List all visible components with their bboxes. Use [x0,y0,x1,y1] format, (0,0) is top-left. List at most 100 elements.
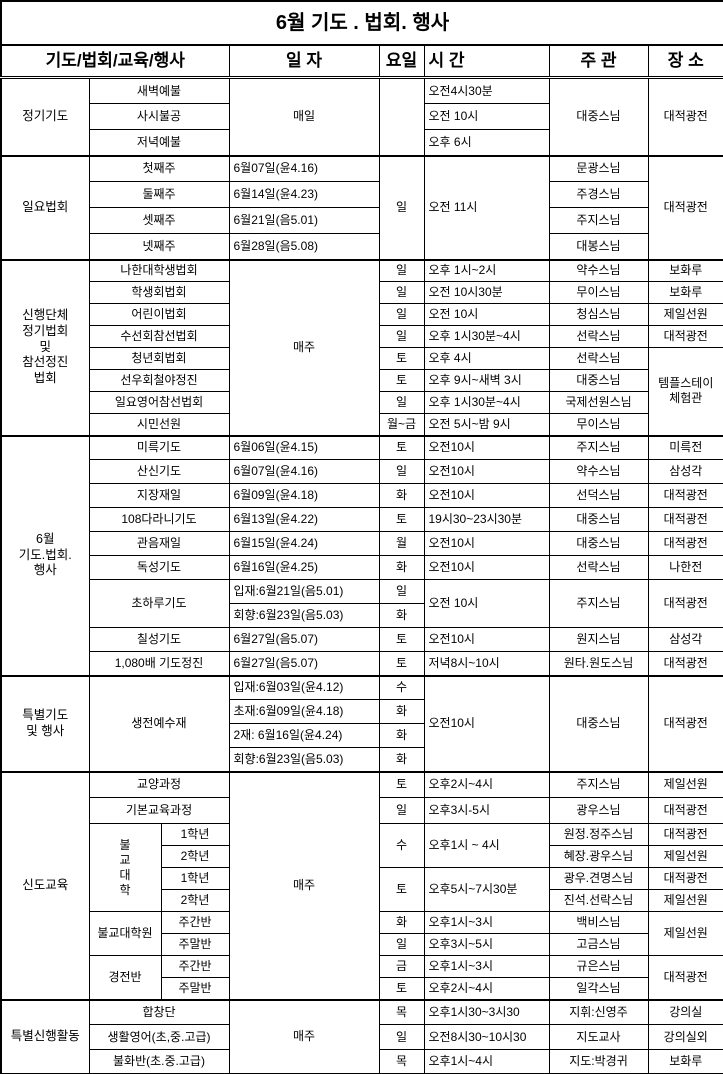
date-cell: 6월13일(윤4.22) [228,507,380,532]
item-cell: 108다라니기도 [88,507,230,532]
table-row: 특별기도 및 행사 생전예수재 입재:6월03일(윤4.12) 수 오전10시 … [0,674,723,772]
item-sub-cell: 주말반 [160,977,230,1000]
table-row: 불화반(초.중.고급) 목 오후1시~4시 지도:박경귀 보화루 [1,1049,723,1074]
day-cell: 토 [378,977,425,1000]
day-cell: 일 [378,325,425,348]
time-cell: 오전4시30분 [423,76,550,104]
organizer-cell: 원정.정주스님 [548,823,649,846]
item-cell: 일요영어참선법회 [88,391,230,414]
day-cell: 수 [378,823,425,868]
table-row: 수선회참선법회 일 오후 1시30분~4시 선락스님 대적광전 [1,325,723,348]
item-cell: 산신기도 [88,459,230,484]
organizer-cell: 선락스님 [548,555,649,580]
organizer-cell: 선락스님 [548,325,649,348]
organizer-cell: 진석.선락스님 [548,889,649,912]
place-cell: 제일선원 [647,303,723,326]
organizer-cell: 주지스님 [548,770,649,798]
time-cell: 오후 6시 [423,129,550,156]
item-cell: 청년회법회 [88,347,230,370]
header-time: 시 간 [423,44,550,79]
organizer-cell: 원지스님 [548,627,649,652]
header-date: 일 자 [228,44,380,79]
place-cell: 대적광전 [647,867,723,890]
item-cell: 미륵기도 [88,434,230,460]
time-cell: 오전 10시 [423,303,550,326]
item-cell: 불 교 대 학 [88,823,162,912]
date-cell: 매주 [228,770,380,1000]
place-cell: 강의실외 [647,1024,723,1050]
date-cell: 회향:6월23일(음5.03) [228,603,380,628]
table-row: 기도/법회/교육/행사 일 자 요일 시 간 주 관 장 소 [0,44,723,79]
organizer-cell: 선덕스님 [548,483,649,508]
table-row: 학생회법회 일 오전 10시30분 무이스님 보화루 [1,281,723,304]
organizer-cell: 광우.견명스님 [548,867,649,890]
organizer-cell: 백비스님 [548,911,649,934]
organizer-cell: 국제선원스님 [548,391,649,414]
table-row: 넷째주 6월28일(음5.08) 대봉스님 [1,233,723,260]
table-row: 주말반 토 오후2시~4시 일각스님 [1,977,723,1000]
time-cell: 오후2시~4시 [423,977,550,1000]
item-cell: 선우회철야정진 [88,369,230,392]
time-cell: 오전10시 [423,531,550,556]
organizer-cell: 지도:박경귀 [548,1049,649,1074]
table-row: 1학년 토 오후5시~7시30분 광우.견명스님 대적광전 [1,867,723,912]
place-cell: 강의실 [647,998,723,1025]
item-cell: 지장재일 [88,483,230,508]
group-label: 특별신행활동 [0,998,90,1074]
organizer-cell: 혜장.광우스님 [548,845,649,868]
date-cell: 6월06일(윤4.15) [228,434,380,460]
item-cell: 저녁예불 [88,129,230,156]
date-cell: 매주 [228,258,380,436]
time-cell: 저녁8시~10시 [423,651,550,676]
place-cell: 대적광전 [647,531,723,556]
place-cell: 제일선원 [647,889,723,912]
item-cell: 불교대학원 [88,911,162,956]
item-cell: 생전예수재 [88,674,230,772]
time-cell: 오후1시~4시 [423,1049,550,1074]
time-cell: 오전 5시~밤 9시 [423,413,550,436]
organizer-cell: 광우스님 [548,797,649,824]
item-cell: 초하루기도 [88,579,230,628]
time-cell: 오후 9시~새벽 3시 [423,369,550,392]
day-cell: 금 [378,955,425,978]
table-row: 초하루기도 입재:6월21일(음5.01) 일 오전 10시 주지스님 대적광전 [1,579,723,628]
group-label: 6월 기도.법회. 행사 [0,434,90,676]
time-cell: 오전 11시 [423,154,550,260]
item-cell: 수선회참선법회 [88,325,230,348]
place-cell: 보화루 [647,1049,723,1074]
item-cell: 1,080배 기도정진 [88,651,230,676]
time-cell: 19시30~23시30분 [423,507,550,532]
day-cell: 일 [378,281,425,304]
table-row: 일요법회 첫째주 6월07일(윤4.16) 일 오전 11시 문광스님 대적광전 [0,154,723,260]
organizer-cell: 주지스님 [548,207,649,234]
day-cell: 일 [378,1024,425,1050]
time-cell: 오후3시~5시 [423,933,550,956]
table-row: 2재: 6월16일(윤4.24) 화 [1,723,723,748]
day-cell: 일 [378,303,425,326]
time-cell: 오전 10시 [423,103,550,130]
day-cell: 토 [378,651,425,676]
time-cell: 오전10시 [423,483,550,508]
item-cell: 칠성기도 [88,627,230,652]
date-cell: 매주 [228,998,380,1074]
table-row: 신도교육 교양과정 매주 토 오후2시~4시 주지스님 제일선원 [0,770,723,1000]
organizer-cell: 규은스님 [548,955,649,978]
organizer-cell: 고금스님 [548,933,649,956]
date-cell: 6월07일(윤4.16) [228,154,380,182]
day-cell: 일 [378,933,425,956]
group-label: 신행단체 정기법회 및 참선정진 법회 [0,258,90,436]
place-cell: 템플스테이 체험관 [647,347,723,436]
date-cell: 6월07일(윤4.16) [228,459,380,484]
organizer-cell: 문광스님 [548,154,649,182]
item-cell: 새벽예불 [88,76,230,104]
date-cell: 6월28일(음5.08) [228,233,380,260]
day-cell: 토 [378,507,425,532]
organizer-cell: 주경스님 [548,181,649,208]
day-cell: 토 [378,347,425,370]
day-cell: 토 [378,770,425,798]
date-cell: 6월14일(윤4.23) [228,181,380,208]
date-cell: 6월27일(음5.07) [228,627,380,652]
date-cell: 입재:6월03일(윤4.12) [228,674,380,700]
time-cell: 오전10시 [423,674,550,772]
